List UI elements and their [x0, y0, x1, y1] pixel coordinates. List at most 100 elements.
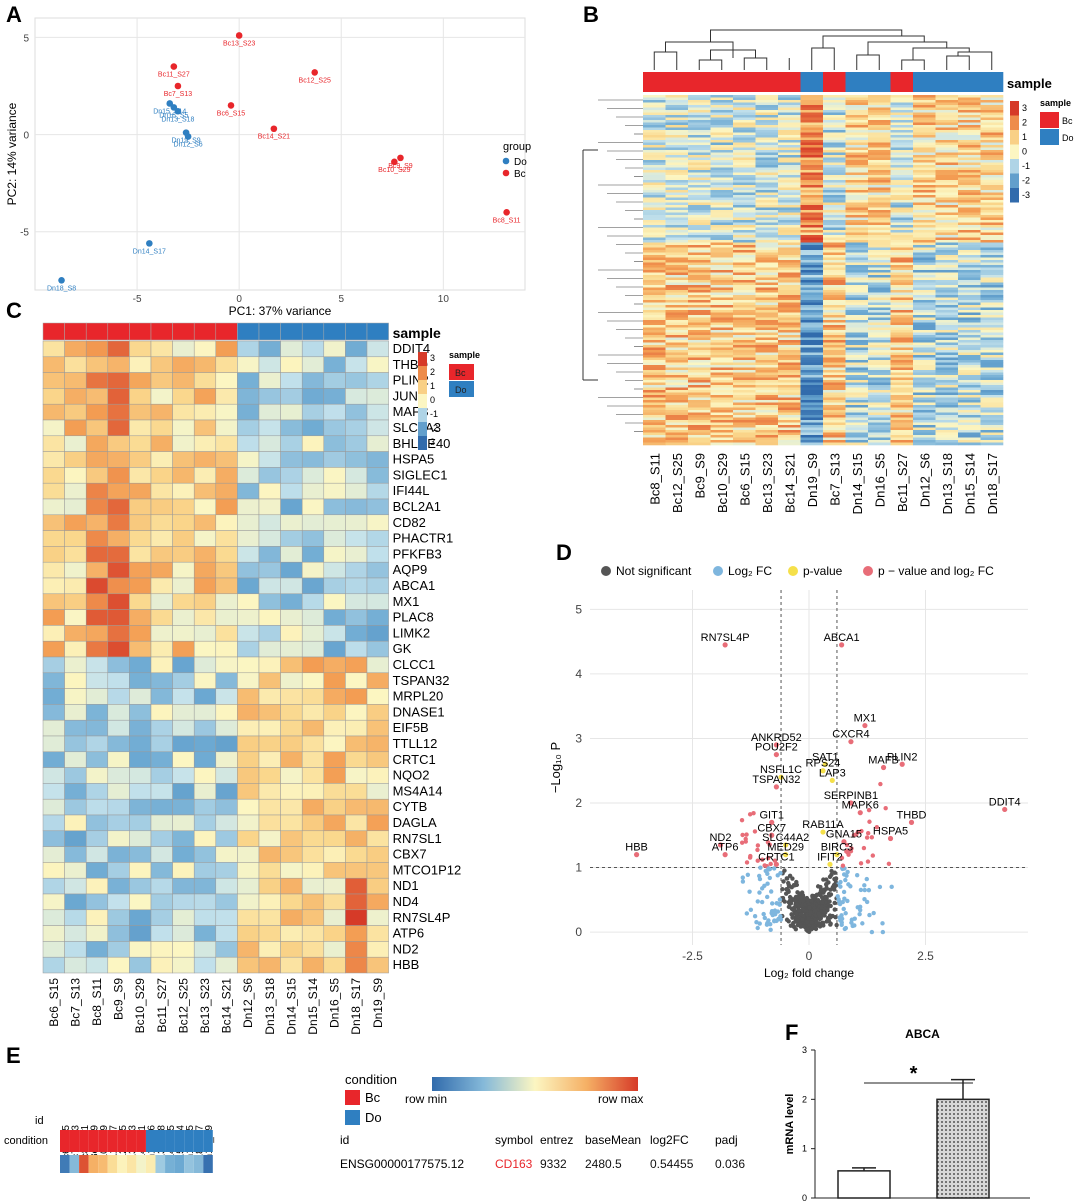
heatmap-cell: [913, 247, 936, 251]
heatmap-cell: [345, 925, 368, 942]
heatmap-cell: [733, 420, 756, 423]
heatmap-cell: [193, 688, 217, 705]
heatmap-cell: [913, 180, 936, 183]
heatmap-cell: [688, 122, 711, 126]
volcano-point: [857, 911, 862, 917]
heatmap-cell: [755, 110, 779, 113]
heatmap-cell: [778, 425, 801, 428]
heatmap-cell: [643, 312, 666, 316]
heatmap-cell: [129, 372, 152, 389]
heatmap-cell: [778, 247, 801, 251]
heatmap-cell: [958, 247, 981, 251]
heatmap-cell: [688, 342, 711, 346]
heatmap-cell: [85, 735, 109, 753]
heatmap-cell: [193, 372, 217, 389]
heatmap-cell: [845, 167, 869, 171]
heatmap-cell: [845, 432, 869, 436]
heatmap-cell: [643, 142, 666, 146]
heatmap-cell: [665, 342, 689, 346]
heatmap-cell: [800, 325, 824, 328]
heatmap-cell: [800, 305, 824, 308]
heatmap-cell: [643, 397, 666, 401]
heatmap-cell: [935, 267, 959, 271]
heatmap-cell: [733, 310, 756, 313]
heatmap-cell: [890, 292, 914, 296]
heatmap-cell: [845, 420, 869, 423]
heatmap-cell: [688, 322, 711, 326]
scale-label: -2: [430, 423, 438, 433]
volcano-point: [786, 880, 791, 886]
heatmap-cell: [823, 292, 846, 296]
heatmap-cell: [980, 427, 1004, 431]
heatmap-cell: [845, 377, 869, 381]
heatmap-cell: [823, 215, 846, 218]
heatmap-cell: [215, 625, 238, 642]
heatmap-cell: [665, 205, 689, 208]
heatmap-cell: [935, 160, 959, 163]
heatmap-cell: [913, 282, 936, 286]
heatmap-cell: [980, 272, 1004, 276]
heatmap-cell: [85, 925, 109, 942]
heatmap-cell: [710, 345, 734, 348]
heatmap-cell: [778, 152, 801, 156]
heatmap-cell: [665, 267, 689, 271]
heatmap-cell: [193, 893, 217, 911]
heatmap-cell: [778, 302, 801, 306]
gene-label: DAGLA: [393, 815, 437, 830]
heatmap-cell: [665, 435, 689, 438]
heatmap-cell: [172, 372, 195, 389]
volcano-point: [845, 869, 850, 875]
heatmap-cell: [823, 202, 846, 206]
heatmap-cell: [823, 167, 846, 171]
column-label: Bc14_S21: [220, 978, 234, 1034]
heatmap-cell: [935, 182, 959, 186]
heatmap-cell: [64, 909, 87, 926]
gene-label: MTCO1P12: [393, 862, 462, 877]
heatmap-cell: [778, 237, 801, 241]
heatmap-cell: [845, 347, 869, 351]
heatmap-cell: [733, 357, 756, 361]
heatmap-cell: [890, 142, 914, 146]
heatmap-cell: [150, 656, 173, 674]
heatmap-cell: [755, 140, 779, 143]
heatmap-cell: [935, 157, 959, 161]
heatmap-cell: [913, 300, 936, 303]
heatmap-cell: [733, 230, 756, 233]
gene-label: AQP9: [393, 562, 428, 577]
heatmap-cell: [733, 312, 756, 316]
sample-annotation-cell: [733, 72, 756, 92]
heatmap-cell: [845, 207, 869, 211]
heatmap-cell: [193, 640, 217, 658]
heatmap-cell: [733, 170, 756, 173]
heatmap-cell: [643, 275, 666, 278]
heatmap-cell: [958, 417, 981, 421]
heatmap-cell: [150, 672, 173, 689]
heatmap-cell: [980, 420, 1004, 423]
scale-swatch: [1010, 144, 1019, 159]
heatmap-cell: [890, 190, 914, 193]
heatmap-cell: [643, 335, 666, 338]
heatmap-cell: [800, 240, 824, 243]
heatmap-cell: [958, 127, 981, 131]
heatmap-cell: [688, 270, 711, 273]
heatmap-cell: [958, 112, 981, 116]
heatmap-cell: [958, 120, 981, 123]
heatmap-cell: [778, 100, 801, 103]
heatmap-cell: [935, 230, 959, 233]
heatmap-cell: [733, 315, 756, 318]
heatmap-cell: [958, 430, 981, 433]
heatmap-cell: [980, 162, 1004, 166]
heatmap-cell: [958, 222, 981, 226]
heatmap-cell: [935, 332, 959, 336]
bar: [936, 1098, 990, 1199]
heatmap-cell: [778, 155, 801, 158]
heatmap-cell: [800, 390, 824, 393]
heatmap-cell: [366, 830, 389, 847]
heatmap-cell: [710, 400, 734, 403]
heatmap-cell: [778, 340, 801, 343]
heatmap-cell: [980, 385, 1004, 388]
heatmap-cell: [688, 195, 711, 198]
heatmap-cell: [778, 315, 801, 318]
heatmap-cell: [710, 302, 734, 306]
heatmap-cell: [890, 287, 914, 291]
